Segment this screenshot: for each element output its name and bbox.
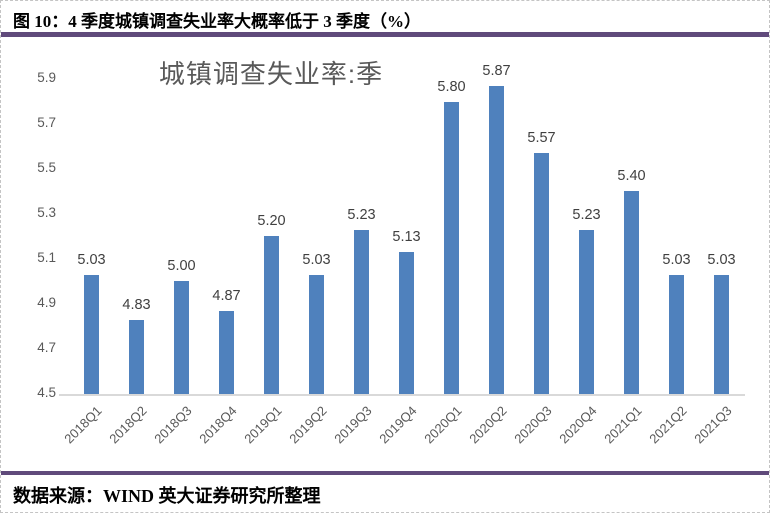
figure-caption: 图 10：4 季度城镇调查失业率大概率低于 3 季度（%） — [13, 12, 421, 31]
bar-2020Q1 — [444, 102, 459, 394]
bar-2021Q2 — [669, 275, 684, 394]
y-axis-tick-label: 5.1 — [37, 250, 56, 265]
y-axis-tick-label: 5.3 — [37, 205, 56, 220]
bar-2018Q3 — [174, 281, 189, 394]
bar-value-label: 5.40 — [617, 168, 646, 184]
accent-rule-top — [1, 32, 769, 37]
accent-rule-bottom — [1, 471, 769, 475]
y-axis-tick-label: 5.9 — [37, 70, 56, 85]
bar-2020Q2 — [489, 86, 504, 394]
bar-2021Q3 — [714, 275, 729, 394]
y-axis-tick-label: 5.5 — [37, 160, 56, 175]
bar-2020Q4 — [579, 230, 594, 394]
bar-value-label: 5.13 — [392, 229, 421, 245]
bar-2021Q1 — [624, 191, 639, 394]
bar-value-label: 5.87 — [482, 63, 511, 79]
y-axis-tick-label: 4.9 — [37, 295, 56, 310]
bar-2018Q1 — [84, 275, 99, 394]
bar-value-label: 4.87 — [212, 288, 241, 304]
data-source-note: 数据来源：WIND 英大证券研究所整理 — [13, 486, 321, 506]
y-axis-tick-label: 5.7 — [37, 115, 56, 130]
bar-2020Q3 — [534, 153, 549, 394]
bar-2019Q3 — [354, 230, 369, 394]
bar-2018Q4 — [219, 311, 234, 394]
bar-value-label: 5.03 — [662, 252, 691, 268]
bar-2019Q4 — [399, 252, 414, 394]
y-axis-tick-label: 4.7 — [37, 340, 56, 355]
bar-value-label: 5.03 — [77, 252, 106, 268]
bar-value-label: 5.03 — [707, 252, 736, 268]
bar-value-label: 5.57 — [527, 130, 556, 146]
bar-2018Q2 — [129, 320, 144, 394]
bar-2019Q1 — [264, 236, 279, 394]
bar-value-label: 5.23 — [347, 207, 376, 223]
chart-title: 城镇调查失业率:季 — [158, 59, 384, 89]
bar-value-label: 5.00 — [167, 258, 196, 274]
bar-2019Q2 — [309, 275, 324, 394]
bar-value-label: 5.23 — [572, 207, 601, 223]
bar-value-label: 4.83 — [122, 297, 151, 313]
unemployment-bar-chart: 城镇调查失业率:季 5.9 5.7 5.5 5.3 5.1 4.9 4.7 4.5 5.03 20… — [1, 37, 769, 471]
bar-value-label: 5.20 — [257, 213, 286, 229]
y-axis-tick-label: 4.5 — [37, 385, 56, 400]
bar-value-label: 5.80 — [437, 79, 466, 95]
x-axis-baseline — [59, 394, 745, 396]
bar-value-label: 5.03 — [302, 252, 331, 268]
